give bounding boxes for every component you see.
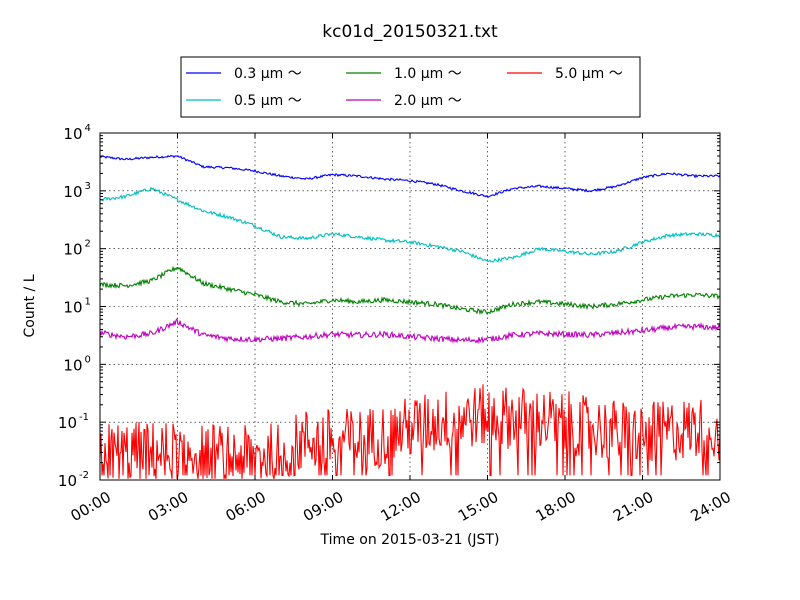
series-line [99, 154, 721, 199]
legend-entry: 0.5 μm ～ [186, 93, 302, 109]
series-line [99, 265, 721, 316]
y-tick-exponent: 3 [85, 181, 91, 192]
y-tick-label: 10 4 [63, 123, 90, 143]
y-axis-label: Count / L [22, 274, 38, 337]
x-tick-label: 00:00 [68, 488, 114, 525]
y-tick-exponent: 0 [85, 354, 91, 365]
x-axis-label: Time on 2015-03-21 (JST) [320, 532, 500, 548]
legend-entry: 5.0 μm ～ [507, 66, 623, 82]
series-line [99, 317, 721, 345]
x-tick-label: 12:00 [378, 488, 424, 525]
y-tick-base: 10 [58, 414, 77, 432]
series-lines [99, 154, 721, 479]
legend-label: 0.5 μm ～ [234, 93, 302, 109]
series-line [99, 186, 721, 263]
x-tick-label: 21:00 [610, 488, 656, 525]
y-tick-exponent: 1 [85, 297, 91, 308]
y-tick-label: 10 -1 [58, 412, 89, 432]
y-tick-label: 10 -2 [58, 470, 89, 490]
x-tick-label: 09:00 [300, 488, 346, 525]
legend-entry: 2.0 μm ～ [346, 93, 462, 109]
legend-label: 1.0 μm ～ [394, 66, 462, 82]
y-tick-base: 10 [63, 125, 82, 143]
axis-ticks [99, 132, 721, 481]
y-tick-base: 10 [58, 472, 77, 490]
y-tick-exponent: -2 [79, 470, 89, 481]
x-tick-label: 06:00 [223, 488, 269, 525]
legend-entry: 1.0 μm ～ [346, 66, 462, 82]
legend-label: 0.3 μm ～ [234, 66, 302, 82]
y-tick-base: 10 [63, 241, 82, 259]
x-tick-label: 15:00 [455, 488, 501, 525]
y-tick-exponent: -1 [79, 412, 89, 423]
legend: 0.3 μm ～ 0.5 μm ～ 1.0 μm ～ 2.0 μm ～ 5.0 μm ～ [180, 56, 641, 118]
x-tick-labels: 00:00 03:00 06:00 09:00 12:00 15:00 18:00 21:00… [68, 488, 734, 525]
y-tick-label: 10 3 [63, 181, 90, 201]
y-tick-base: 10 [63, 183, 82, 201]
y-tick-exponent: 4 [85, 123, 91, 134]
x-tick-label: 24:00 [688, 488, 734, 525]
y-tick-base: 10 [63, 356, 82, 374]
x-tick-label: 18:00 [533, 488, 579, 525]
y-tick-label: 10 1 [63, 297, 90, 317]
y-tick-label: 10 2 [63, 239, 90, 259]
chart-title: kc01d_20150321.txt [322, 22, 498, 42]
y-tick-exponent: 2 [85, 239, 91, 250]
legend-entry: 0.3 μm ～ [186, 66, 302, 82]
legend-label: 5.0 μm ～ [555, 66, 623, 82]
series-line [99, 384, 721, 479]
legend-box [180, 56, 641, 118]
y-tick-base: 10 [63, 299, 82, 317]
legend-label: 2.0 μm ～ [394, 93, 462, 109]
y-tick-label: 10 0 [63, 354, 90, 374]
x-tick-label: 03:00 [145, 488, 191, 525]
